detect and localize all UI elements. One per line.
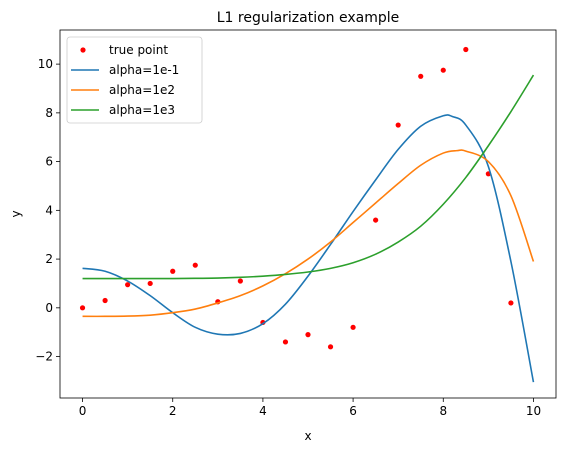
y-tick-label: 2 xyxy=(45,252,53,266)
scatter-point xyxy=(125,282,131,288)
chart-title: L1 regularization example xyxy=(217,10,400,26)
series-line-2 xyxy=(82,149,535,318)
x-axis-label: x xyxy=(304,429,311,443)
x-tick-label: 0 xyxy=(79,404,87,418)
legend: true point alpha=1e-1 alpha=1e2 alpha=1e3 xyxy=(66,36,203,124)
y-tick-label: 6 xyxy=(45,155,53,169)
scatter-point xyxy=(350,324,356,330)
scatter-point xyxy=(440,67,446,73)
y-tick-label: 0 xyxy=(45,301,53,315)
scatter-point xyxy=(282,339,289,345)
scatter-point xyxy=(463,46,469,53)
plot-area xyxy=(79,46,535,383)
scatter-point xyxy=(508,300,514,306)
scatter-point xyxy=(102,297,108,304)
y-tick-label: 8 xyxy=(45,106,53,120)
y-tick-label: −2 xyxy=(35,350,53,364)
scatter-point xyxy=(147,280,153,287)
series-line-3 xyxy=(82,74,535,280)
scatter-point xyxy=(237,278,243,284)
scatter-point xyxy=(305,332,311,338)
scatter-point xyxy=(79,305,86,311)
x-tick-label: 8 xyxy=(439,404,447,418)
x-tick-label: 2 xyxy=(169,404,177,418)
y-axis-label: y xyxy=(9,210,23,217)
y-tick-label: 4 xyxy=(45,203,53,217)
legend-label: alpha=1e-1 xyxy=(109,63,179,77)
legend-label: alpha=1e2 xyxy=(109,83,175,97)
scatter-point xyxy=(170,268,176,274)
y-tick-label: 10 xyxy=(38,57,53,71)
legend-label: alpha=1e3 xyxy=(109,103,175,117)
scatter-point xyxy=(373,217,379,223)
scatter-point xyxy=(395,122,401,128)
x-tick-label: 6 xyxy=(349,404,357,418)
legend-box xyxy=(66,36,203,124)
x-tick-label: 4 xyxy=(259,404,267,418)
x-tick-label: 10 xyxy=(526,404,541,418)
axis-ticks: 0 2 4 6 8 10 −2 0 2 4 6 8 10 xyxy=(35,57,541,418)
legend-label: true point xyxy=(109,43,168,57)
scatter-point xyxy=(327,344,334,350)
scatter-point xyxy=(418,73,424,79)
scatter-point xyxy=(192,262,198,268)
plot-frame xyxy=(59,29,557,399)
legend-marker-true-point xyxy=(80,47,86,53)
series-line-1 xyxy=(82,114,535,383)
